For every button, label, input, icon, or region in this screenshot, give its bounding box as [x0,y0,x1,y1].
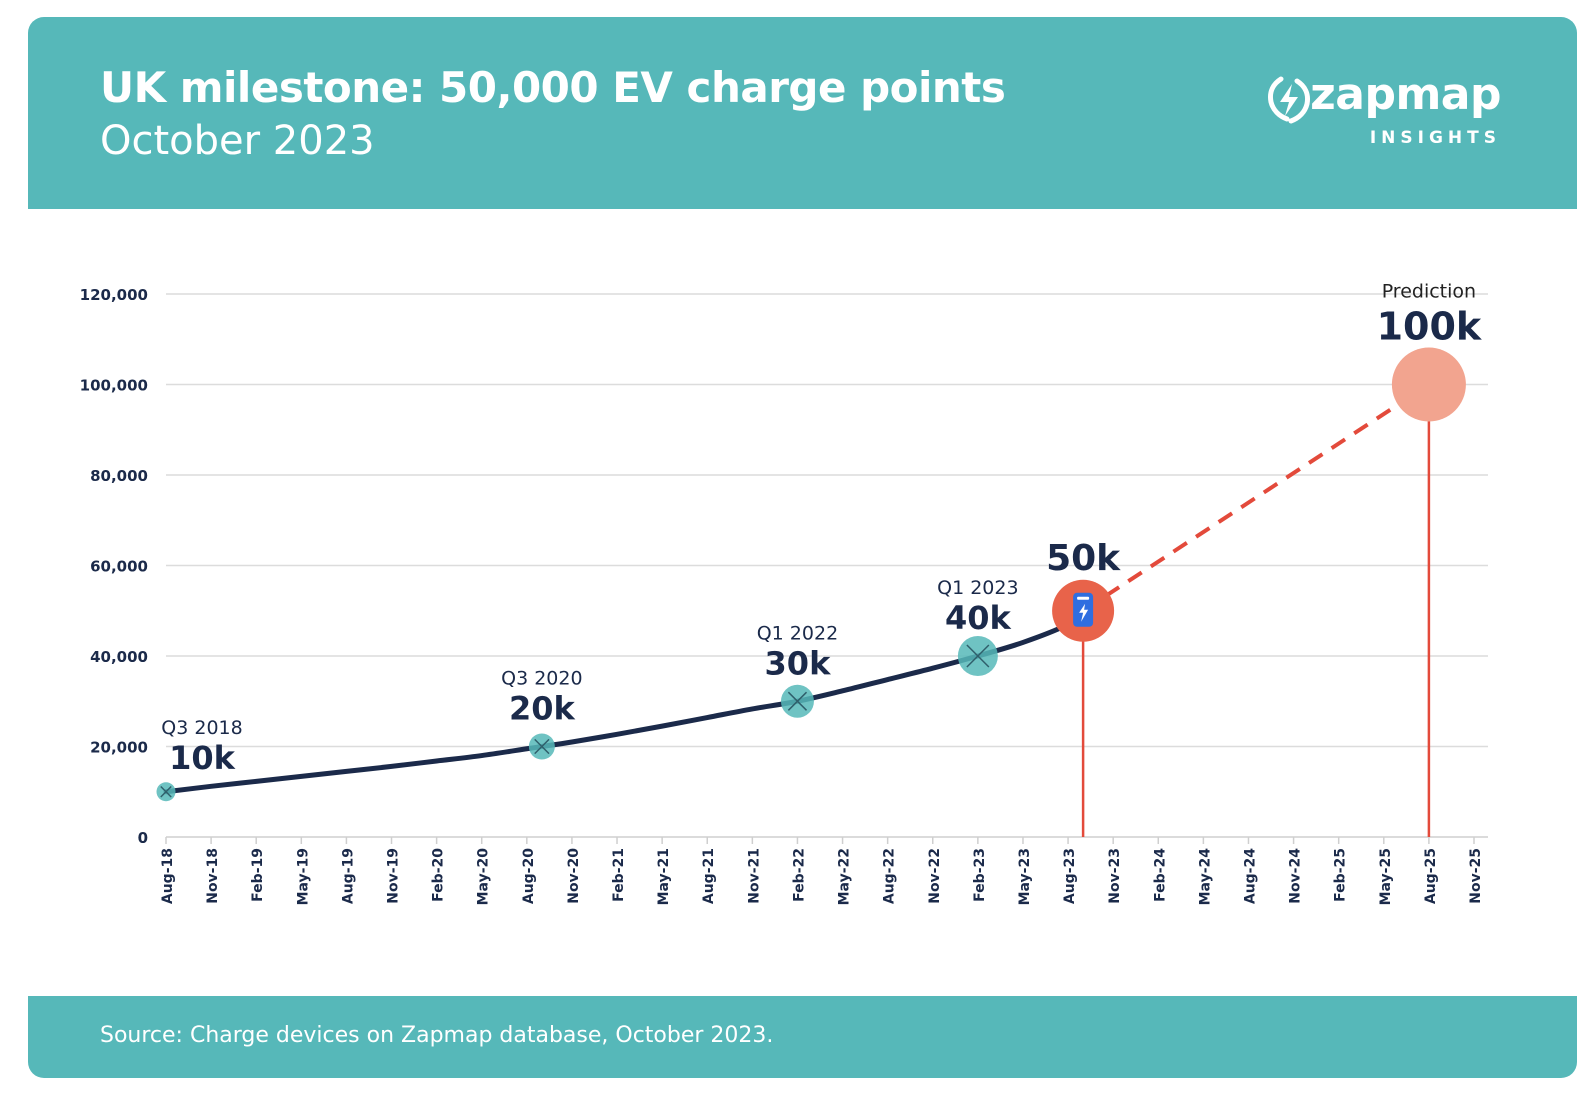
chart-grid [166,293,1488,838]
footer-banner: Source: Charge devices on Zapmap databas… [28,996,1577,1078]
header-banner: UK milestone: 50,000 EV charge points Oc… [28,17,1577,209]
milestone-cross [534,738,550,755]
y-tick-label: 20,000 [90,739,148,757]
y-tick-label: 60,000 [90,558,148,576]
lightning-bolt-icon [1268,76,1310,124]
x-tick-label: Aug-18 [160,848,176,904]
x-tick-label: May-23 [1017,848,1033,905]
milestone-cross [787,691,808,711]
y-tick-label: 80,000 [90,467,148,485]
x-tick-label: May-24 [1197,848,1213,906]
x-tick-label: Feb-25 [1333,848,1349,902]
y-axis-ticks: 0 20,000 40,000 60,000 80,000 100,000 120,000 [80,286,148,847]
x-tick-label: Aug-22 [882,848,898,904]
x-tick-label: Nov-23 [1107,848,1123,904]
line-chart: 020,00040,00060,00080,000100,000120,000 … [80,281,1488,905]
page-subtitle: October 2023 [100,118,375,164]
y-tick-label: 40,000 [90,648,148,666]
x-tick-label: May-22 [837,848,853,905]
chart-markers [156,347,1466,802]
x-tick-label: Nov-21 [746,848,762,904]
charger-icon-bolt [1079,603,1089,622]
x-tick-label: May-19 [295,848,311,905]
y-tick-label: 120,000 [80,286,148,304]
x-tick-label: Nov-25 [1468,848,1484,904]
x-tick-label: Aug-20 [521,848,537,904]
milestone-cross [160,785,172,798]
x-tick-label: Nov-19 [386,848,402,904]
brand-subtitle: INSIGHTS [1369,128,1501,148]
charger-icon-screen [1077,596,1090,600]
prediction-value-label: 100k [1377,305,1482,349]
source-note: Source: Charge devices on Zapmap databas… [100,1023,774,1048]
y-tick-label: 0 [138,829,148,847]
x-tick-label: Feb-24 [1152,848,1168,902]
x-tick-label: Feb-20 [431,848,447,902]
milestone-period-label: Q3 2018 [161,717,242,739]
milestone-period-label: Q3 2020 [501,668,582,690]
brand-name: zapmap [1310,69,1501,120]
x-axis-ticks: Aug-18 Nov-18 Feb-19 May-19 Aug-19 Nov-19 Feb-… [160,837,1484,905]
x-tick-label: Nov-20 [566,848,582,904]
x-tick-label: Aug-23 [1062,848,1078,904]
x-tick-label: Aug-21 [701,848,717,904]
x-tick-label: Feb-22 [791,848,807,902]
y-tick-label: 100,000 [80,377,148,395]
milestone-period-label: Q1 2022 [757,622,838,644]
x-tick-label: May-25 [1378,848,1394,905]
actual-series-line [163,608,1086,795]
prediction-series-line [1082,382,1430,613]
x-tick-label: Feb-21 [611,848,627,902]
x-tick-label: Feb-19 [250,848,266,902]
x-tick-label: Aug-24 [1242,848,1258,904]
current-value-label: 50k [1046,538,1121,579]
prediction-label: Prediction [1382,281,1476,303]
milestone-value-label: 10k [169,739,236,777]
x-tick-label: May-21 [656,848,672,905]
x-tick-label: May-20 [476,848,492,906]
prediction-marker [1391,347,1466,422]
chart-series [163,382,1431,837]
milestone-value-label: 40k [945,599,1012,637]
x-tick-label: Feb-23 [972,848,988,902]
x-tick-label: Aug-19 [340,848,356,904]
x-tick-label: Nov-18 [205,848,221,904]
milestone-value-label: 20k [509,690,576,728]
page-title: UK milestone: 50,000 EV charge points [100,63,1006,112]
brand-logo: zapmap INSIGHTS [1251,69,1501,159]
x-tick-label: Aug-25 [1423,848,1439,904]
x-tick-label: Nov-22 [927,848,943,904]
milestone-period-label: Q1 2023 [937,577,1018,599]
milestone-cross [966,644,990,668]
milestone-value-label: 30k [765,644,832,682]
x-tick-label: Nov-24 [1288,848,1304,904]
